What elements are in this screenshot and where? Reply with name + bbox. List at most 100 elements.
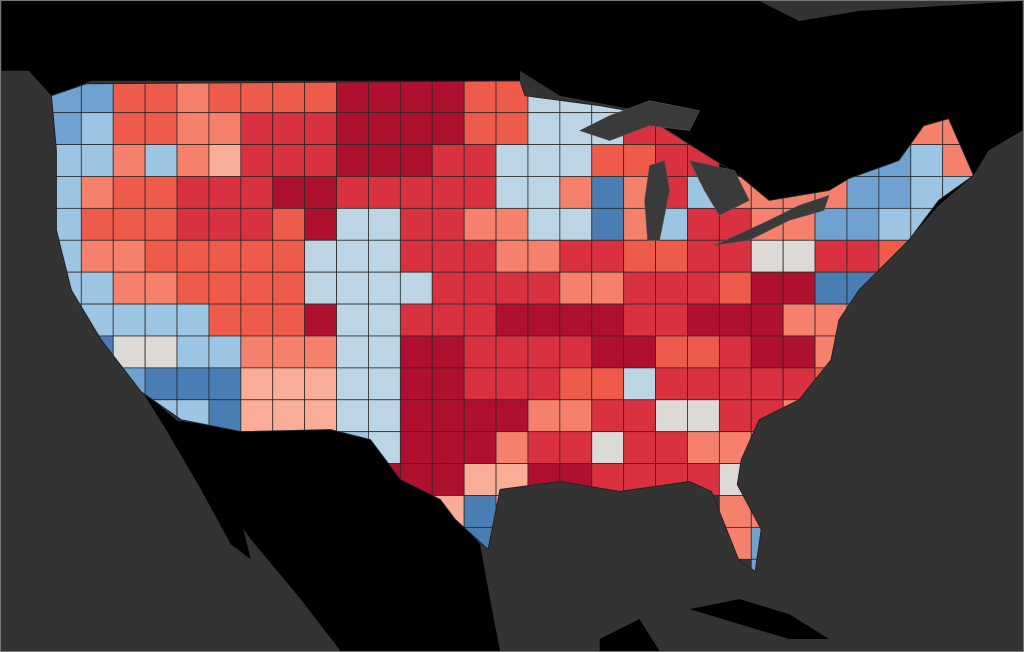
map-region[interactable] (336, 144, 369, 177)
map-region[interactable] (399, 80, 433, 114)
map-region[interactable] (80, 80, 114, 114)
map-region[interactable] (399, 144, 433, 177)
map-region[interactable] (49, 112, 82, 145)
map-region[interactable] (304, 335, 337, 369)
map-region[interactable] (431, 176, 465, 209)
map-region[interactable] (463, 80, 497, 114)
map-region[interactable] (399, 207, 433, 241)
map-region[interactable] (431, 399, 465, 433)
map-region[interactable] (495, 367, 529, 401)
map-region[interactable] (750, 271, 784, 305)
map-region[interactable] (782, 271, 816, 305)
map-region[interactable] (144, 207, 178, 241)
map-region[interactable] (559, 271, 593, 305)
map-region[interactable] (878, 176, 912, 209)
map-region[interactable] (368, 271, 401, 305)
map-region[interactable] (591, 367, 625, 401)
map-region[interactable] (527, 367, 561, 401)
map-region[interactable] (591, 207, 625, 241)
map-region[interactable] (208, 112, 242, 145)
map-region[interactable] (399, 399, 433, 433)
map-region[interactable] (495, 271, 529, 305)
map-region[interactable] (431, 463, 465, 496)
map-region[interactable] (336, 271, 369, 305)
map-region[interactable] (591, 176, 625, 209)
map-region[interactable] (368, 112, 401, 145)
map-region[interactable] (527, 431, 561, 464)
map-region[interactable] (240, 144, 274, 177)
map-region[interactable] (176, 176, 210, 209)
map-region[interactable] (463, 399, 497, 433)
map-region[interactable] (463, 431, 497, 464)
map-region[interactable] (527, 112, 561, 145)
map-region[interactable] (80, 176, 114, 209)
map-region[interactable] (431, 303, 465, 337)
map-region[interactable] (431, 335, 465, 369)
map-region[interactable] (846, 239, 880, 273)
map-region[interactable] (272, 239, 306, 273)
map-region[interactable] (208, 239, 242, 273)
map-region[interactable] (527, 399, 561, 433)
map-region[interactable] (176, 207, 210, 241)
map-region[interactable] (878, 207, 912, 241)
map-region[interactable] (399, 431, 433, 464)
map-region[interactable] (272, 303, 306, 337)
map-region[interactable] (463, 495, 497, 528)
map-region[interactable] (112, 207, 146, 241)
map-region[interactable] (368, 399, 401, 433)
map-region[interactable] (112, 303, 146, 337)
map-region[interactable] (687, 303, 720, 337)
map-region[interactable] (495, 176, 529, 209)
map-region[interactable] (559, 176, 593, 209)
map-region[interactable] (399, 271, 433, 305)
map-region[interactable] (304, 239, 337, 273)
map-region[interactable] (782, 303, 816, 337)
map-region[interactable] (272, 144, 306, 177)
map-region[interactable] (846, 176, 880, 209)
map-region[interactable] (368, 80, 401, 114)
map-region[interactable] (80, 144, 114, 177)
map-region[interactable] (495, 239, 529, 273)
map-region[interactable] (368, 303, 401, 337)
map-region[interactable] (144, 335, 178, 369)
map-region[interactable] (655, 431, 688, 464)
map-region[interactable] (718, 271, 752, 305)
map-region[interactable] (144, 271, 178, 305)
map-region[interactable] (80, 207, 114, 241)
map-region[interactable] (623, 399, 656, 433)
map-region[interactable] (336, 367, 369, 401)
map-region[interactable] (176, 303, 210, 337)
map-region[interactable] (527, 271, 561, 305)
map-region[interactable] (782, 239, 816, 273)
map-region[interactable] (112, 144, 146, 177)
map-region[interactable] (176, 112, 210, 145)
map-region[interactable] (112, 271, 146, 305)
map-region[interactable] (208, 144, 242, 177)
map-region[interactable] (399, 367, 433, 401)
map-region[interactable] (336, 207, 369, 241)
map-region[interactable] (304, 207, 337, 241)
map-region[interactable] (208, 367, 242, 401)
map-region[interactable] (910, 144, 944, 177)
map-region[interactable] (304, 399, 337, 433)
map-region[interactable] (240, 303, 274, 337)
map-region[interactable] (814, 207, 848, 241)
map-region[interactable] (559, 207, 593, 241)
map-region[interactable] (463, 367, 497, 401)
map-region[interactable] (368, 207, 401, 241)
map-region[interactable] (80, 239, 114, 273)
map-region[interactable] (336, 335, 369, 369)
map-region[interactable] (272, 399, 306, 433)
map-region[interactable] (687, 271, 720, 305)
map-region[interactable] (463, 239, 497, 273)
map-region[interactable] (144, 112, 178, 145)
map-region[interactable] (623, 239, 656, 273)
map-region[interactable] (463, 335, 497, 369)
map-region[interactable] (272, 176, 306, 209)
map-region[interactable] (368, 367, 401, 401)
map-region[interactable] (591, 335, 625, 369)
map-region[interactable] (431, 80, 465, 114)
map-region[interactable] (240, 207, 274, 241)
map-region[interactable] (495, 399, 529, 433)
